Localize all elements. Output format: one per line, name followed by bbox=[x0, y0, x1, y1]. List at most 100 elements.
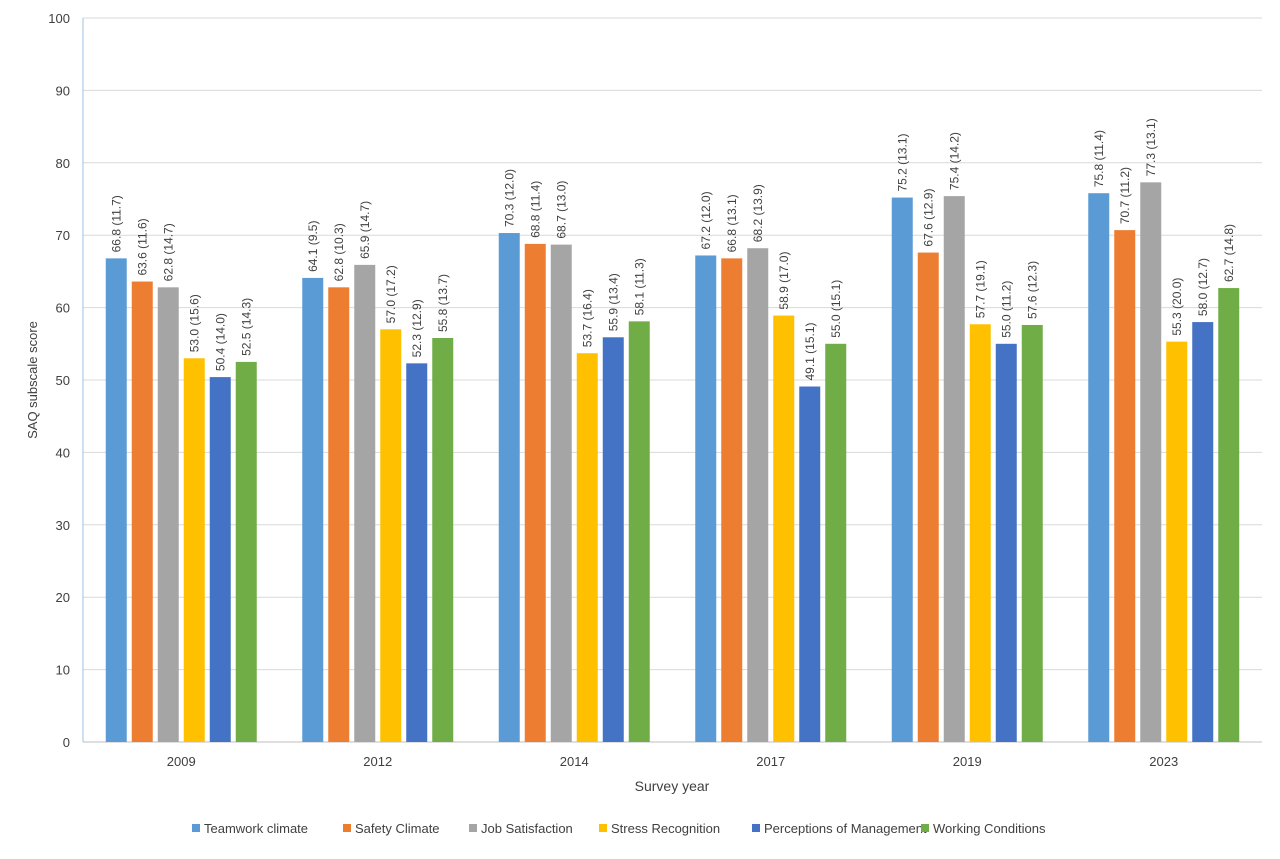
data-label: 75.4 (14.2) bbox=[947, 132, 961, 190]
data-label: 70.3 (12.0) bbox=[502, 169, 516, 227]
legend-swatch bbox=[343, 824, 351, 832]
data-label: 55.0 (11.2) bbox=[999, 281, 1013, 338]
bar bbox=[183, 358, 205, 742]
legend-label: Job Satisfaction bbox=[481, 821, 573, 836]
bar bbox=[498, 233, 520, 742]
data-label: 67.2 (12.0) bbox=[699, 191, 713, 249]
bar bbox=[380, 329, 402, 742]
bar bbox=[328, 287, 350, 742]
bar bbox=[354, 264, 376, 742]
data-label: 52.3 (12.9) bbox=[410, 299, 424, 357]
bar bbox=[524, 243, 546, 742]
bar bbox=[891, 197, 913, 742]
data-label: 52.5 (14.3) bbox=[239, 298, 253, 356]
bar bbox=[1218, 288, 1240, 742]
bars: 66.8 (11.7) 63.6 (11.6) 62.8 (14.7) 53.0 (1… bbox=[105, 118, 1240, 743]
data-label: 55.0 (15.1) bbox=[829, 280, 843, 338]
data-label: 58.0 (12.7) bbox=[1196, 258, 1210, 316]
bar bbox=[406, 363, 428, 742]
bar bbox=[1021, 324, 1043, 742]
bar bbox=[825, 343, 847, 742]
x-tick-label: 2023 bbox=[1149, 754, 1178, 769]
legend: Teamwork climate Safety Climate Job Satisf… bbox=[192, 821, 1046, 836]
y-tick-label: 30 bbox=[56, 518, 70, 533]
y-tick-label: 60 bbox=[56, 301, 70, 316]
data-label: 75.8 (11.4) bbox=[1092, 130, 1106, 187]
y-tick-label: 70 bbox=[56, 228, 70, 243]
bar bbox=[576, 353, 598, 742]
bar bbox=[1192, 322, 1214, 742]
data-label: 62.8 (10.3) bbox=[332, 223, 346, 281]
bar bbox=[943, 196, 965, 742]
data-label: 57.0 (17.2) bbox=[384, 265, 398, 323]
bar bbox=[131, 281, 153, 742]
legend-swatch bbox=[192, 824, 200, 832]
bar bbox=[799, 386, 821, 742]
bar bbox=[105, 258, 127, 742]
x-tick-label: 2019 bbox=[953, 754, 982, 769]
y-axis-title: SAQ subscale score bbox=[25, 321, 40, 439]
bar bbox=[235, 361, 257, 742]
x-tick-label: 2012 bbox=[363, 754, 392, 769]
legend-swatch bbox=[752, 824, 760, 832]
y-tick-label: 80 bbox=[56, 156, 70, 171]
data-label: 68.2 (13.9) bbox=[751, 184, 765, 242]
data-label: 67.6 (12.9) bbox=[921, 189, 935, 247]
data-label: 50.4 (14.0) bbox=[213, 313, 227, 371]
x-tick-label: 2014 bbox=[560, 754, 589, 769]
data-label: 70.7 (11.2) bbox=[1118, 167, 1132, 224]
bar bbox=[1088, 193, 1110, 742]
gridlines bbox=[82, 17, 1262, 743]
data-label: 63.6 (11.6) bbox=[135, 218, 149, 275]
data-label: 49.1 (15.1) bbox=[803, 322, 817, 380]
x-tick-label: 2009 bbox=[167, 754, 196, 769]
x-axis-ticks: 2009 2012 2014 2017 2019 2023 bbox=[167, 754, 1178, 769]
data-label: 55.9 (13.4) bbox=[606, 273, 620, 331]
bar bbox=[747, 248, 769, 742]
y-tick-label: 20 bbox=[56, 590, 70, 605]
data-label: 57.7 (19.1) bbox=[973, 260, 987, 318]
data-label: 55.8 (13.7) bbox=[436, 274, 450, 332]
x-tick-label: 2017 bbox=[756, 754, 785, 769]
bar bbox=[602, 337, 624, 742]
legend-swatch bbox=[599, 824, 607, 832]
legend-swatch bbox=[921, 824, 929, 832]
data-label: 62.8 (14.7) bbox=[161, 223, 175, 281]
bar bbox=[209, 377, 231, 742]
legend-label: Teamwork climate bbox=[204, 821, 308, 836]
bar bbox=[995, 343, 1017, 742]
bar bbox=[1114, 230, 1136, 742]
bar bbox=[302, 277, 324, 742]
bar bbox=[969, 324, 991, 742]
bar bbox=[721, 258, 743, 742]
legend-label: Stress Recognition bbox=[611, 821, 720, 836]
y-tick-label: 50 bbox=[56, 373, 70, 388]
x-axis-title: Survey year bbox=[635, 778, 710, 794]
data-label: 68.8 (11.4) bbox=[528, 181, 542, 238]
legend-swatch bbox=[469, 824, 477, 832]
bar bbox=[695, 255, 717, 743]
y-tick-label: 0 bbox=[63, 735, 70, 750]
bar bbox=[917, 252, 939, 743]
data-label: 58.9 (17.0) bbox=[777, 252, 791, 310]
legend-label: Perceptions of Management bbox=[764, 821, 927, 836]
y-axis-ticks: 0 10 20 30 40 50 60 70 80 90 100 bbox=[48, 11, 70, 750]
data-label: 57.6 (12.3) bbox=[1025, 261, 1039, 319]
data-label: 66.8 (11.7) bbox=[109, 195, 123, 252]
data-label: 53.0 (15.6) bbox=[187, 294, 201, 352]
data-label: 58.1 (11.3) bbox=[632, 258, 646, 315]
bar bbox=[432, 338, 454, 742]
y-tick-label: 10 bbox=[56, 663, 70, 678]
bar bbox=[773, 315, 795, 742]
data-label: 55.3 (20.0) bbox=[1170, 278, 1184, 336]
data-label: 64.1 (9.5) bbox=[306, 221, 320, 272]
data-label: 65.9 (14.7) bbox=[358, 201, 372, 259]
bar bbox=[1140, 182, 1162, 742]
data-label: 62.7 (14.8) bbox=[1222, 224, 1236, 282]
data-label: 77.3 (13.1) bbox=[1144, 118, 1158, 176]
legend-label: Working Conditions bbox=[933, 821, 1046, 836]
y-tick-label: 100 bbox=[48, 11, 70, 26]
data-label: 68.7 (13.0) bbox=[554, 181, 568, 239]
y-tick-label: 90 bbox=[56, 83, 70, 98]
data-label: 53.7 (16.4) bbox=[580, 289, 594, 347]
